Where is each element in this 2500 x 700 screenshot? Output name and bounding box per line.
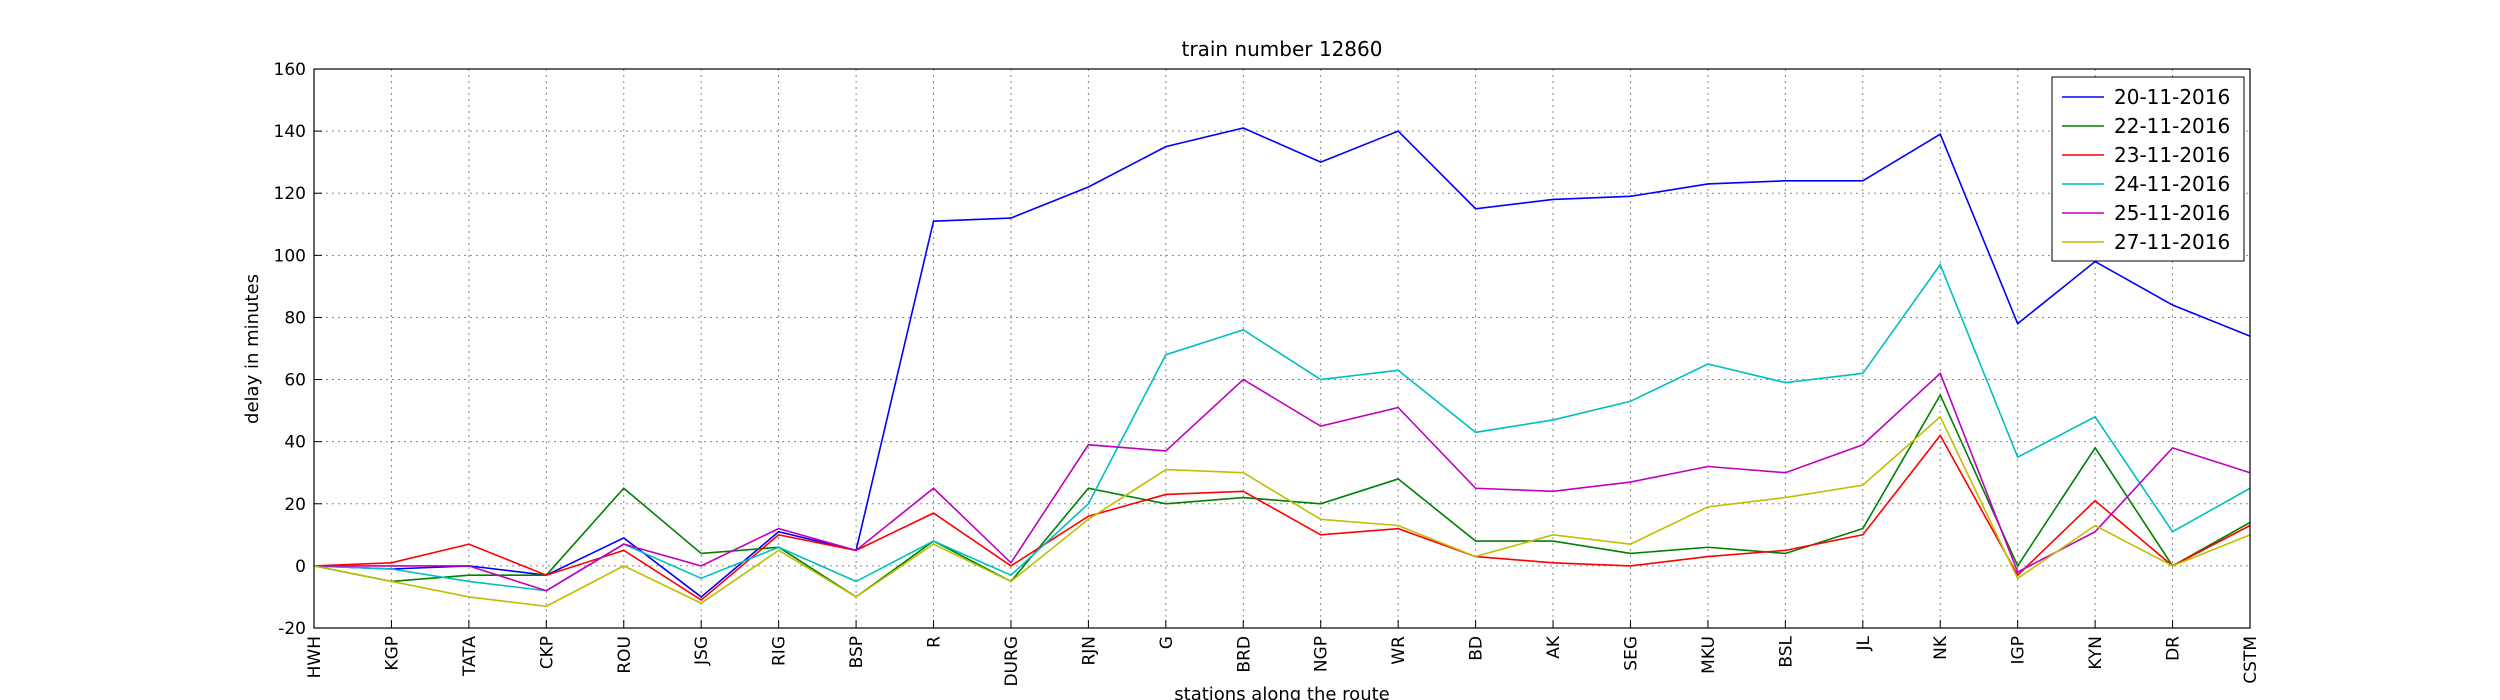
x-tick-label: BSP: [847, 636, 867, 668]
x-tick-label: HWH: [305, 636, 325, 678]
series-line: [313, 127, 2251, 598]
x-tick-label: BD: [1467, 636, 1487, 661]
legend-label: 22-11-2016: [2114, 114, 2230, 138]
y-tick-label: 120: [274, 184, 306, 204]
x-tick-label: KGP: [382, 636, 402, 671]
series-line: [313, 393, 2251, 598]
x-tick-label: JL: [1854, 635, 1874, 651]
y-tick-label: 60: [284, 371, 306, 391]
series-line: [313, 434, 2251, 602]
plot-frame: [313, 68, 2251, 629]
x-tick-label: RIG: [770, 636, 790, 666]
y-tick-label: 100: [274, 246, 306, 266]
y-tick-label: -20: [278, 619, 306, 639]
x-tick-label: WR: [1389, 636, 1409, 665]
x-tick-label: SEG: [1621, 636, 1641, 671]
x-tick-label: KYN: [2086, 636, 2106, 670]
series-line: [313, 415, 2251, 608]
legend: 20-11-2016 22-11-2016 23-11-2016 24-11-2016…: [2051, 76, 2245, 262]
x-tick-label: BSL: [1776, 635, 1796, 667]
legend-label: 25-11-2016: [2114, 201, 2230, 225]
x-tick-label: G: [1157, 636, 1177, 649]
x-tick-label: DR: [2164, 636, 2184, 661]
x-tick-label: CKP: [537, 636, 557, 669]
y-axis-label: delay in minutes: [242, 274, 263, 424]
series-line: [313, 262, 2251, 592]
y-tick-label: 0: [295, 557, 306, 577]
x-tick-label: NK: [1931, 635, 1951, 660]
x-axis-label: stations along the route: [1174, 684, 1389, 700]
x-tick-label: IGP: [2009, 636, 2029, 664]
legend-label: 27-11-2016: [2114, 230, 2230, 254]
x-tick-label: CSTM: [2241, 636, 2261, 684]
x-tick-label: JSG: [692, 636, 712, 666]
y-tick-label: 140: [274, 122, 306, 142]
y-tick-label: 20: [284, 495, 306, 515]
y-tick-label: 80: [284, 308, 306, 328]
x-tick-label: BRD: [1234, 636, 1254, 673]
x-tick-label: MKU: [1699, 636, 1719, 674]
chart-title: train number 12860: [1182, 37, 1383, 61]
legend-label: 23-11-2016: [2114, 143, 2230, 167]
x-tick-label: DURG: [1002, 636, 1022, 687]
legend-label: 20-11-2016: [2114, 85, 2230, 109]
x-tick-label: TATA: [460, 636, 480, 677]
x-tick-label: RJN: [1079, 636, 1099, 666]
x-tick-label: AK: [1544, 635, 1564, 659]
y-tick-label: 40: [284, 433, 306, 453]
y-tick-label: 160: [274, 60, 306, 80]
x-tick-label: ROU: [615, 636, 635, 674]
x-tick-label: NGP: [1312, 636, 1332, 672]
legend-box: [2051, 76, 2245, 262]
legend-label: 24-11-2016: [2114, 172, 2230, 196]
series-line: [314, 371, 2251, 592]
x-tick-label: R: [925, 636, 945, 648]
